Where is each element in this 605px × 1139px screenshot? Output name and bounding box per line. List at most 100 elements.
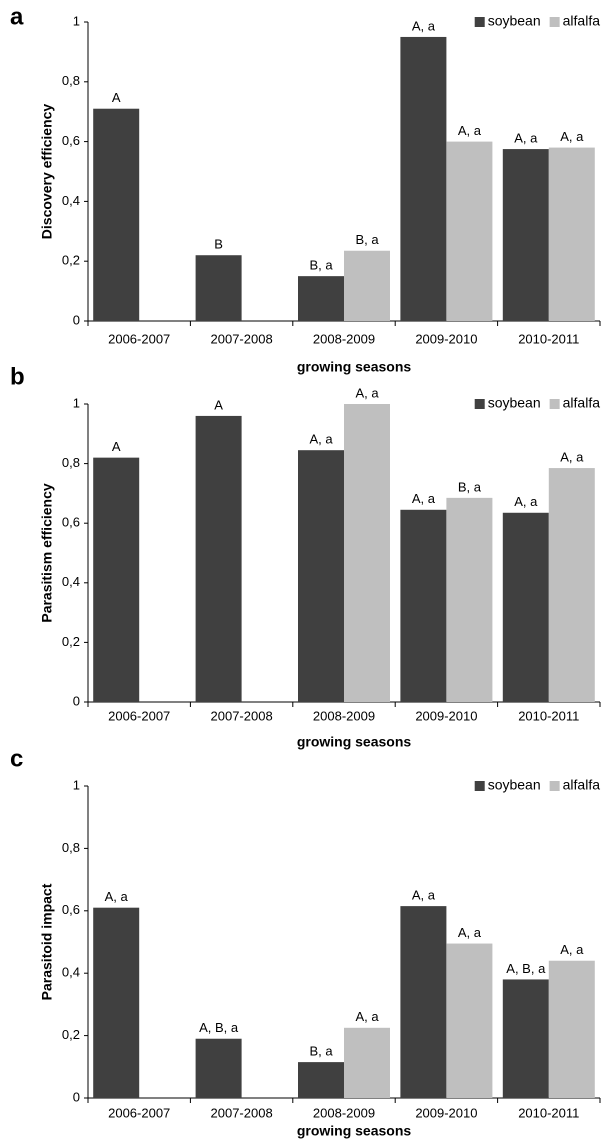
- bar-label: A, a: [458, 925, 482, 940]
- y-tick-label: 0,4: [62, 574, 80, 589]
- y-tick-label: 0,4: [62, 193, 80, 208]
- y-tick-label: 0,6: [62, 902, 80, 917]
- bar: [298, 450, 344, 702]
- bar-label: A, a: [560, 942, 584, 957]
- bar: [548, 960, 595, 1098]
- bar: [344, 1027, 390, 1098]
- x-tick-label: 2008-2009: [313, 1105, 375, 1120]
- y-tick-label: 1: [73, 13, 80, 28]
- legend-swatch: [474, 781, 485, 791]
- bar: [195, 255, 242, 321]
- bar: [446, 943, 493, 1098]
- y-tick-label: 0: [73, 1089, 80, 1104]
- x-tick-label: 2010-2011: [518, 708, 579, 723]
- x-tick-label: 2007-2008: [211, 708, 273, 723]
- panel-letter: c: [10, 745, 23, 772]
- panel-letter: a: [10, 3, 24, 30]
- bar: [548, 468, 595, 702]
- bar: [446, 497, 493, 702]
- bar-label: A, a: [412, 491, 436, 506]
- x-tick-label: 2008-2009: [313, 331, 375, 346]
- legend-label: soybean: [488, 395, 541, 411]
- bar: [93, 907, 140, 1098]
- bar-label: B: [214, 237, 223, 252]
- bar: [400, 906, 447, 1098]
- bar-label: A, a: [560, 129, 584, 144]
- x-tick-label: 2008-2009: [313, 708, 375, 723]
- bar: [298, 1062, 344, 1098]
- bar-label: A, a: [355, 385, 379, 400]
- legend-label: alfalfa: [563, 777, 601, 793]
- x-tick-label: 2010-2011: [518, 331, 579, 346]
- bar-label: A: [214, 397, 223, 412]
- bar: [93, 457, 140, 702]
- bar-label: A, B, a: [506, 961, 546, 976]
- y-axis-title: Parasitism efficiency: [39, 483, 55, 623]
- y-tick-label: 0: [73, 312, 80, 327]
- x-tick-label: 2009-2010: [415, 331, 477, 346]
- bar: [502, 149, 549, 321]
- y-tick-label: 0,2: [62, 634, 80, 649]
- bar-label: A: [112, 439, 121, 454]
- legend-label: soybean: [488, 777, 541, 793]
- bar: [502, 979, 549, 1098]
- bar-label: A: [112, 90, 121, 105]
- bar: [446, 141, 493, 321]
- bar-label: A, a: [458, 123, 482, 138]
- bar-label: A, a: [412, 18, 436, 33]
- bar: [93, 108, 140, 322]
- x-tick-label: 2007-2008: [211, 331, 273, 346]
- bar: [502, 512, 549, 702]
- bar: [195, 415, 242, 702]
- legend-swatch: [474, 399, 485, 409]
- y-axis-title: Discovery efficiency: [39, 104, 55, 240]
- bar: [400, 509, 447, 702]
- y-tick-label: 1: [73, 777, 80, 792]
- bar-label: B, a: [458, 479, 482, 494]
- x-tick-label: 2006-2007: [108, 1105, 170, 1120]
- y-tick-label: 0,6: [62, 515, 80, 530]
- x-tick-label: 2007-2008: [211, 1105, 273, 1120]
- bar-label: A, B, a: [199, 1020, 239, 1035]
- bar-label: A, a: [105, 889, 129, 904]
- bar-label: A, a: [514, 494, 538, 509]
- legend-swatch: [549, 17, 560, 27]
- legend-swatch: [474, 17, 485, 27]
- y-tick-label: 0,4: [62, 965, 80, 980]
- legend-label: alfalfa: [563, 13, 601, 29]
- x-tick-label: 2010-2011: [518, 1105, 579, 1120]
- bar: [548, 147, 595, 321]
- x-axis-title: growing seasons: [297, 1123, 412, 1139]
- y-tick-label: 0,2: [62, 253, 80, 268]
- bar: [344, 404, 390, 702]
- y-tick-label: 0,8: [62, 455, 80, 470]
- bar: [195, 1038, 242, 1098]
- bar-label: A, a: [355, 1009, 379, 1024]
- bar-label: B, a: [309, 1044, 333, 1059]
- y-tick-label: 0,8: [62, 840, 80, 855]
- bar-label: A, a: [560, 450, 584, 465]
- x-tick-label: 2009-2010: [415, 708, 477, 723]
- bar-label: A, a: [309, 432, 333, 447]
- bar: [344, 250, 390, 321]
- legend-swatch: [549, 781, 560, 791]
- bar: [400, 36, 447, 321]
- x-axis-title: growing seasons: [297, 359, 412, 375]
- panel-letter: b: [10, 363, 25, 390]
- x-tick-label: 2009-2010: [415, 1105, 477, 1120]
- bar-label: A, a: [412, 888, 436, 903]
- y-axis-title: Parasitoid impact: [39, 883, 55, 1000]
- legend-label: alfalfa: [563, 395, 601, 411]
- x-tick-label: 2006-2007: [108, 331, 170, 346]
- bar-label: B, a: [309, 258, 333, 273]
- x-tick-label: 2006-2007: [108, 708, 170, 723]
- x-axis-title: growing seasons: [297, 734, 412, 750]
- y-tick-label: 0,2: [62, 1027, 80, 1042]
- bar-label: A, a: [514, 131, 538, 146]
- legend-label: soybean: [488, 13, 541, 29]
- y-tick-label: 1: [73, 395, 80, 410]
- legend-swatch: [549, 399, 560, 409]
- y-tick-label: 0,6: [62, 133, 80, 148]
- bar-label: B, a: [355, 232, 379, 247]
